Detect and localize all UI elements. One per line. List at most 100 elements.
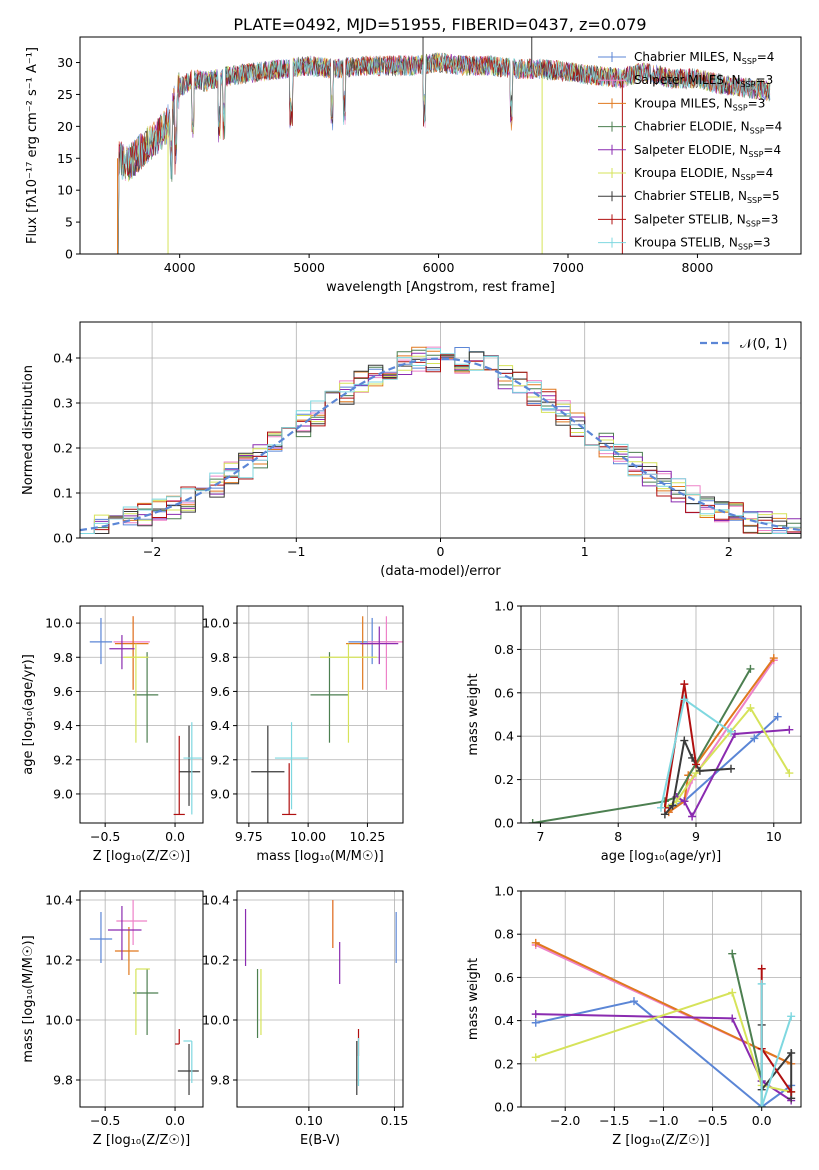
x-tick-label: 4000 (164, 260, 196, 275)
x-axis-label: wavelength [Angstrom, rest frame] (326, 280, 555, 295)
axes-frame (79, 36, 802, 255)
legend: Chabrier MILES, NSSP=4 Salpeter MILES, NS… (598, 50, 782, 252)
y-axis-label: age [log₁₀(age/yr)] (21, 654, 36, 775)
y-tick-label: 1.0 (494, 599, 514, 614)
y-tick-label: 10.2 (45, 953, 73, 968)
y-tick-label: 9.0 (53, 786, 73, 801)
weight-point (787, 1087, 796, 1096)
weight-line (535, 1000, 792, 1107)
x-axis-label: age [log₁₀(age/yr)] (601, 849, 722, 864)
weight-point (680, 797, 689, 806)
weight-point (746, 703, 755, 712)
legend-label: Chabrier STELIB, NSSP=5 (634, 189, 780, 205)
x-tick-label: −2.0 (550, 1113, 580, 1128)
y-tick-label: 10.4 (202, 893, 230, 908)
x-axis-label: Z [log₁₀(Z/Z☉)] (93, 849, 190, 864)
weight-point (773, 712, 782, 721)
x-tick-label: 9 (692, 829, 700, 844)
y-tick-label: 25 (57, 87, 73, 102)
x-axis-label: E(B-V) (300, 1133, 340, 1148)
weight-point (531, 1053, 540, 1062)
x-tick-label: 10.00 (290, 829, 326, 844)
y-tick-label: 10 (57, 183, 73, 198)
weight-point (680, 680, 689, 689)
panel-weight-vs-Z: −2.0 −1.5 −1.0 −0.5 0.0 0.0 0.2 0.4 0.6 0.8 1.0 Z [… (466, 884, 802, 1148)
y-tick-label: 9.4 (53, 718, 73, 733)
x-axis-label: (data-model)/error (380, 564, 501, 579)
weight-point (746, 664, 755, 673)
weight-point (727, 764, 735, 773)
weight-line (535, 1013, 792, 1102)
x-tick-label: 8 (614, 829, 622, 844)
weight-line (760, 983, 793, 1107)
y-tick-label: 30 (57, 55, 73, 70)
y-tick-label: 9.6 (53, 684, 73, 699)
plot-area (89, 900, 199, 1095)
y-tick-label: 9.4 (210, 718, 230, 733)
y-tick-label: 0.2 (494, 772, 514, 787)
weight-point (728, 988, 737, 997)
weight-point (688, 812, 697, 821)
x-tick-label: 7 (536, 829, 544, 844)
legend-label: Chabrier MILES, NSSP=4 (634, 50, 774, 66)
y-tick-label: 10.0 (202, 616, 230, 631)
axes-frame (520, 605, 802, 824)
x-tick-label: 10 (766, 829, 782, 844)
axes-frame (79, 890, 204, 1108)
spectrum-line-kroupa-stelib (117, 52, 771, 254)
axes-frame (236, 605, 404, 824)
weight-point (727, 727, 735, 736)
y-tick-label: 9.6 (210, 684, 230, 699)
weight-point (531, 1010, 540, 1019)
panel-spectrum: 4000 5000 6000 7000 8000 0 5 10 15 20 25 30 waveleng… (25, 36, 802, 295)
weight-point (728, 949, 737, 958)
plot-area (531, 938, 796, 1107)
y-tick-label: 0.8 (494, 927, 514, 942)
plot-area (80, 346, 801, 534)
normal-curve (80, 357, 801, 532)
y-tick-label: 10.4 (45, 893, 73, 908)
x-tick-label: 2 (725, 544, 733, 559)
y-tick-label: 1.0 (494, 884, 514, 899)
weight-point (785, 725, 794, 734)
plot-area (89, 616, 202, 816)
x-tick-label: 0.10 (295, 1113, 323, 1128)
weight-line (731, 953, 763, 1107)
x-tick-label: 0.15 (381, 1113, 409, 1128)
figure-title: PLATE=0492, MJD=51955, FIBERID=0437, z=0… (233, 15, 646, 34)
weight-point (531, 938, 540, 947)
y-axis-label: mass weight (466, 958, 481, 1040)
y-tick-label: 9.8 (210, 650, 230, 665)
x-tick-label: −0.5 (90, 1113, 120, 1128)
weight-point (728, 1014, 737, 1023)
y-axis-label: mass weight (466, 673, 481, 755)
y-tick-label: 0.4 (494, 729, 514, 744)
x-axis-label: Z [log₁₀(Z/Z☉)] (93, 1133, 190, 1148)
weight-point (528, 819, 537, 823)
weight-line (535, 991, 792, 1093)
panel-mass-vs-EBV: 0.10 0.15 9.8 10.0 10.2 10.4 E(B-V) (202, 890, 409, 1148)
panel-mass-vs-Z: −0.5 0.0 9.8 10.0 10.2 10.4 Z [log₁₀(Z/Z☉)] mas… (21, 890, 204, 1148)
x-tick-label: 7000 (552, 260, 584, 275)
x-tick-label: −1.0 (648, 1113, 678, 1128)
axes-frame (236, 890, 404, 1108)
weight-point (787, 1012, 796, 1021)
y-tick-label: 9.0 (210, 786, 230, 801)
panel-age-vs-Z: −0.5 0.0 9.0 9.2 9.4 9.6 9.8 10.0 Z [log₁₀(Z/Z☉)… (21, 605, 204, 864)
y-tick-label: 0.2 (53, 441, 73, 456)
y-tick-label: 0.0 (53, 531, 73, 546)
legend-label: Chabrier ELODIE, NSSP=4 (634, 120, 782, 136)
x-tick-label: 0.0 (165, 829, 185, 844)
x-tick-label: 1 (581, 544, 589, 559)
axes-frame (520, 890, 802, 1108)
legend-label: Kroupa MILES, NSSP=3 (634, 96, 765, 112)
x-tick-label: 8000 (682, 260, 714, 275)
weight-point (785, 769, 794, 778)
y-tick-label: 0.6 (494, 970, 514, 985)
x-tick-label: −2 (143, 544, 161, 559)
histogram-kroupa-stelib (80, 348, 801, 534)
weight-point (695, 766, 704, 775)
x-tick-label: 0.0 (752, 1113, 772, 1128)
panel-residuals: −2 −1 0 1 2 0.0 0.1 0.2 0.3 0.4 (data-model)/error… (21, 321, 802, 579)
y-tick-label: 9.2 (53, 752, 73, 767)
